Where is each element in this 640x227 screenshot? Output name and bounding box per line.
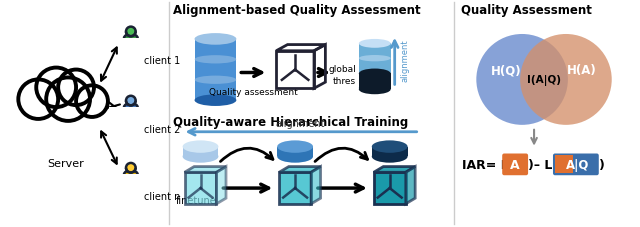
Circle shape [36, 68, 76, 108]
Bar [359, 74, 390, 90]
Ellipse shape [359, 84, 390, 93]
FancyBboxPatch shape [184, 173, 216, 204]
Text: A: A [510, 158, 520, 171]
Text: alignment: alignment [275, 118, 325, 128]
Text: IAR= L(: IAR= L( [462, 158, 515, 171]
Bar [22, 94, 110, 119]
Ellipse shape [195, 95, 236, 106]
Ellipse shape [359, 40, 390, 49]
Bar [109, 39, 153, 45]
Bar [372, 147, 408, 157]
Text: client 2: client 2 [144, 124, 180, 134]
Ellipse shape [195, 76, 236, 84]
Text: alignment: alignment [401, 39, 410, 82]
Ellipse shape [277, 141, 313, 153]
Circle shape [520, 35, 612, 125]
Ellipse shape [359, 85, 390, 95]
Ellipse shape [359, 69, 390, 79]
Ellipse shape [195, 56, 236, 64]
Ellipse shape [277, 151, 313, 163]
Ellipse shape [124, 104, 138, 111]
Ellipse shape [359, 56, 390, 62]
FancyBboxPatch shape [502, 154, 528, 175]
Bar [195, 40, 236, 101]
Ellipse shape [182, 141, 218, 153]
Text: client n: client n [144, 191, 180, 201]
Polygon shape [279, 167, 321, 173]
Ellipse shape [182, 151, 218, 163]
FancyBboxPatch shape [374, 173, 406, 204]
Bar [24, 90, 108, 117]
Bar [109, 175, 153, 181]
Circle shape [126, 163, 136, 173]
Text: )– L(: )– L( [528, 158, 558, 171]
Ellipse shape [372, 151, 408, 163]
Text: Quality-aware Hierarchical Training: Quality-aware Hierarchical Training [173, 116, 408, 128]
Text: Quality Assessment: Quality Assessment [461, 4, 592, 17]
Ellipse shape [124, 35, 138, 42]
Polygon shape [406, 167, 415, 204]
Circle shape [126, 96, 136, 106]
Ellipse shape [195, 34, 236, 46]
FancyBboxPatch shape [553, 154, 599, 175]
Text: global
thres: global thres [328, 65, 356, 85]
Bar [109, 108, 153, 114]
Text: Quality assessment: Quality assessment [209, 88, 298, 97]
Polygon shape [311, 167, 321, 204]
Text: H(A): H(A) [567, 64, 596, 77]
Text: client 1: client 1 [144, 55, 180, 65]
Circle shape [58, 70, 94, 106]
Bar [277, 147, 313, 157]
Circle shape [76, 86, 108, 117]
Text: A|Q: A|Q [566, 158, 589, 171]
Ellipse shape [372, 141, 408, 153]
Polygon shape [216, 167, 226, 204]
Circle shape [476, 35, 568, 125]
Text: finetune: finetune [175, 195, 216, 205]
Text: I(A|Q): I(A|Q) [527, 75, 561, 86]
FancyBboxPatch shape [279, 173, 311, 204]
Circle shape [19, 80, 58, 119]
Bar [182, 147, 218, 157]
Polygon shape [374, 167, 415, 173]
Text: ): ) [599, 158, 605, 171]
Text: H(Q): H(Q) [491, 64, 522, 77]
Text: Alignment-based Quality Assessment: Alignment-based Quality Assessment [173, 4, 420, 17]
Ellipse shape [124, 171, 138, 178]
Circle shape [46, 78, 90, 121]
Polygon shape [184, 167, 226, 173]
Text: Server: Server [48, 159, 84, 169]
Ellipse shape [359, 71, 390, 77]
Bar [555, 156, 573, 173]
Bar [276, 52, 314, 89]
Circle shape [126, 27, 136, 37]
Bar [359, 44, 390, 89]
